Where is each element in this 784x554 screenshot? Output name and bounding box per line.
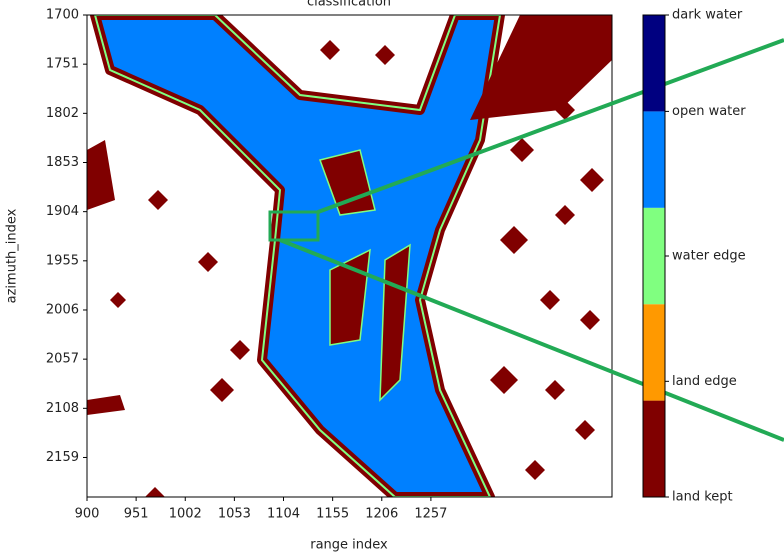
colorbar-segment	[643, 208, 665, 304]
x-tick-label: 1257	[414, 507, 447, 522]
y-tick-label: 1700	[46, 8, 79, 23]
colorbar-tick-label: open water	[672, 104, 746, 119]
y-tick-label: 2057	[46, 352, 79, 367]
x-tick-label: 951	[124, 507, 149, 522]
colorbar-segment	[643, 15, 665, 111]
y-tick-label: 2108	[46, 401, 79, 416]
chart: classification range index azimuth_index…	[0, 0, 784, 554]
y-tick-label: 2006	[46, 302, 79, 317]
colorbar-segment	[643, 304, 665, 400]
x-tick-label: 1206	[365, 507, 398, 522]
y-tick-label: 2159	[46, 450, 79, 465]
chart-title: classification	[307, 0, 391, 10]
x-tick-label: 1002	[169, 507, 202, 522]
x-tick-label: 1104	[267, 507, 300, 522]
colorbar-tick-label: land kept	[672, 490, 733, 505]
colorbar-tick-label: dark water	[672, 8, 743, 23]
y-tick-label: 1904	[46, 204, 79, 219]
x-tick-label: 900	[75, 507, 100, 522]
x-tick-label: 1053	[218, 507, 251, 522]
x-axis-label: range index	[310, 538, 388, 553]
y-tick-label: 1955	[46, 253, 79, 268]
colorbar-tick-label: water edge	[672, 249, 746, 264]
y-tick-label: 1853	[46, 155, 79, 170]
y-tick-label: 1751	[46, 57, 79, 72]
y-axis-label: azimuth_index	[5, 208, 20, 303]
x-tick-label: 1155	[316, 507, 349, 522]
colorbar-segment	[643, 401, 665, 497]
colorbar-segment	[643, 111, 665, 207]
y-tick-label: 1802	[46, 106, 79, 121]
colorbar-tick-label: land edge	[672, 374, 737, 389]
classification-image	[87, 15, 612, 497]
